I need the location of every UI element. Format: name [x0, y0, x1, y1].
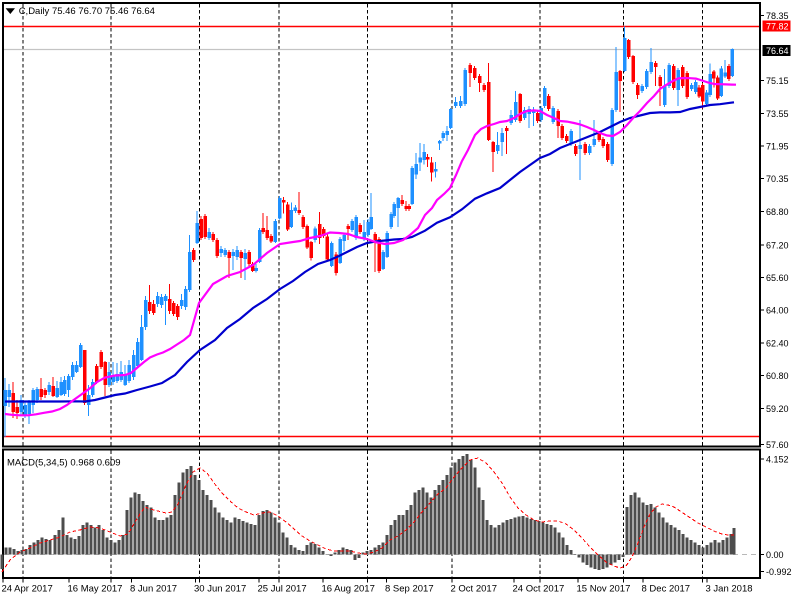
- svg-text:76.64: 76.64: [766, 46, 789, 56]
- svg-text:MACD(5,34,5) 0.968 0.609: MACD(5,34,5) 0.968 0.609: [7, 458, 121, 469]
- svg-text:70.35: 70.35: [766, 174, 789, 184]
- svg-text:59.20: 59.20: [766, 404, 789, 414]
- svg-text:57.60: 57.60: [766, 440, 789, 450]
- svg-text:78.35: 78.35: [766, 11, 789, 21]
- svg-text:65.60: 65.60: [766, 273, 789, 283]
- svg-text:-0.992: -0.992: [766, 567, 792, 577]
- svg-text:8 Dec 2017: 8 Dec 2017: [642, 584, 691, 595]
- svg-text:8 Sep 2017: 8 Sep 2017: [385, 584, 434, 595]
- svg-text:62.40: 62.40: [766, 338, 789, 348]
- svg-text:24 Oct 2017: 24 Oct 2017: [513, 584, 565, 595]
- svg-text:2 Oct 2017: 2 Oct 2017: [451, 584, 497, 595]
- svg-text:77.82: 77.82: [766, 21, 789, 31]
- svg-text:4.152: 4.152: [766, 454, 789, 464]
- svg-text:71.95: 71.95: [766, 141, 789, 151]
- svg-text:68.80: 68.80: [766, 207, 789, 217]
- svg-text:60.80: 60.80: [766, 371, 789, 381]
- svg-text:73.55: 73.55: [766, 109, 789, 119]
- svg-text:16 May 2017: 16 May 2017: [68, 584, 123, 595]
- svg-text:16 Aug 2017: 16 Aug 2017: [322, 584, 375, 595]
- svg-text:C,Daily 75.46 76.70 75.46 76.: C,Daily 75.46 76.70 75.46 76.64: [19, 6, 155, 17]
- svg-text:67.20: 67.20: [766, 240, 789, 250]
- svg-text:24 Apr 2017: 24 Apr 2017: [2, 584, 53, 595]
- svg-text:8 Jun 2017: 8 Jun 2017: [130, 584, 177, 595]
- svg-text:25 Jul 2017: 25 Jul 2017: [258, 584, 307, 595]
- svg-text:30 Jun 2017: 30 Jun 2017: [194, 584, 246, 595]
- svg-text:64.00: 64.00: [766, 305, 789, 315]
- svg-text:15 Nov 2017: 15 Nov 2017: [577, 584, 631, 595]
- svg-text:0.00: 0.00: [766, 550, 784, 560]
- svg-text:75.15: 75.15: [766, 76, 789, 86]
- svg-text:3 Jan 2018: 3 Jan 2018: [706, 584, 753, 595]
